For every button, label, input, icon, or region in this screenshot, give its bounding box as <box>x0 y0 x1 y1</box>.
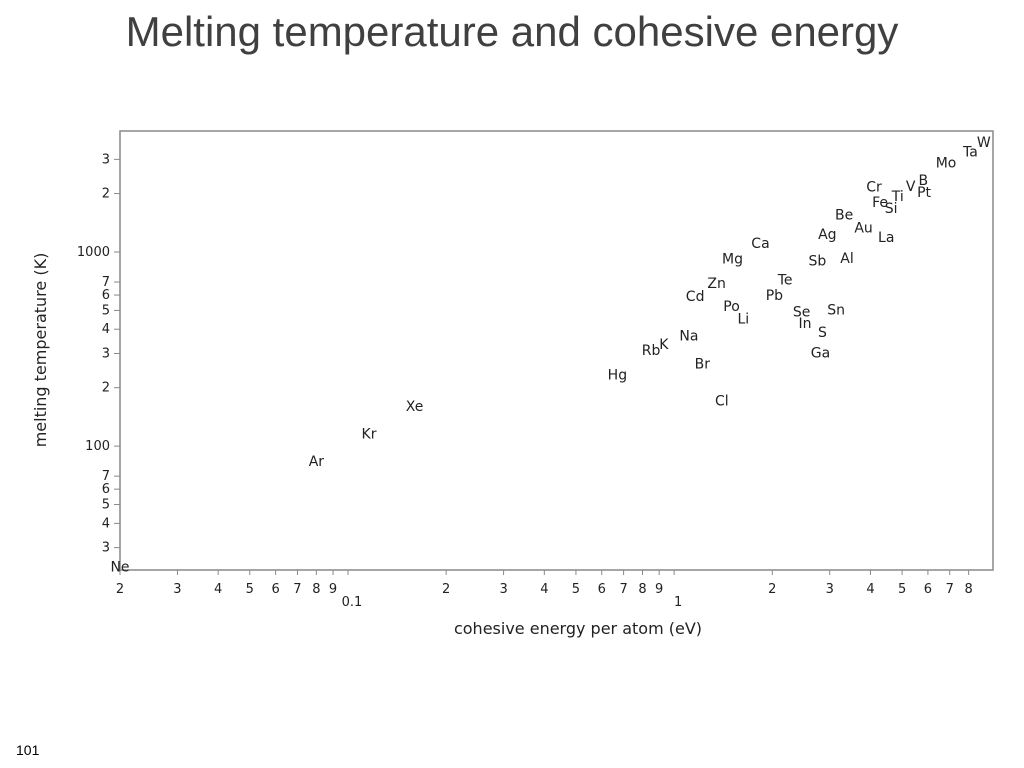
point-label-sb: Sb <box>809 253 827 269</box>
y-tick-label: 6 <box>102 288 110 303</box>
y-tick-label: 3 <box>102 346 110 361</box>
slide-title: Melting temperature and cohesive energy <box>125 8 899 55</box>
point-label-ga: Ga <box>811 346 830 362</box>
y-tick-label: 4 <box>102 516 110 531</box>
x-tick-label: 4 <box>866 582 874 597</box>
point-label-w: W <box>977 135 991 151</box>
point-label-ar: Ar <box>309 454 325 470</box>
point-label-mg: Mg <box>722 252 743 268</box>
x-tick-label: 5 <box>898 582 906 597</box>
point-label-in: In <box>799 316 812 332</box>
x-axis-label: cohesive energy per atom (eV) <box>454 619 702 638</box>
x-tick-label: 8 <box>965 582 973 597</box>
x-tick-label: 3 <box>826 582 834 597</box>
point-label-li: Li <box>737 312 749 328</box>
y-tick-label: 5 <box>102 303 110 318</box>
y-tick-label: 2 <box>102 381 110 396</box>
x-tick-label: 5 <box>572 582 580 597</box>
point-label-pt: Pt <box>917 185 931 201</box>
point-label-pb: Pb <box>766 288 783 304</box>
x-axis: 2 3 4 5 6 7 8 90.12 3 4 5 6 7 8 912 3 4 5 6 7 8 <box>116 570 973 610</box>
point-label-al: Al <box>840 251 853 267</box>
x-tick-label: 6 <box>271 582 279 597</box>
point-label-au: Au <box>854 220 872 236</box>
point-label-be: Be <box>835 207 853 223</box>
x-tick-label: 8 <box>312 582 320 597</box>
y-tick-label: 5 <box>102 498 110 513</box>
point-label-cr: Cr <box>866 179 882 195</box>
y-tick-label: 100 <box>85 439 110 454</box>
point-label-sn: Sn <box>827 303 845 319</box>
x-tick-label: 7 <box>946 582 954 597</box>
x-tick-label: 7 <box>619 582 627 597</box>
x-tick-label: 2 <box>116 582 124 597</box>
point-label-ca: Ca <box>751 236 769 252</box>
x-tick-label: 6 <box>924 582 932 597</box>
point-label-ne: Ne <box>110 559 129 575</box>
point-label-mo: Mo <box>936 155 957 171</box>
x-tick-label: 6 <box>598 582 606 597</box>
page-number: 101 <box>16 742 40 758</box>
plot-frame <box>119 130 994 571</box>
y-tick-label: 1000 <box>77 245 110 260</box>
x-tick-label: 9 <box>655 582 663 597</box>
x-tick-label: 2 <box>768 582 776 597</box>
x-tick-label: 3 <box>173 582 181 597</box>
point-label-cl: Cl <box>715 393 729 409</box>
x-tick-label: 4 <box>540 582 548 597</box>
x-tick-label: 3 <box>499 582 507 597</box>
point-label-ta: Ta <box>962 145 978 161</box>
y-axis-label: melting temperature (K) <box>31 253 50 448</box>
point-label-na: Na <box>679 329 698 345</box>
point-label-la: La <box>878 230 894 246</box>
point-label-po: Po <box>723 299 740 315</box>
x-tick-label: 0.1 <box>342 595 363 610</box>
point-label-hg: Hg <box>608 367 627 383</box>
point-label-k: K <box>659 337 669 353</box>
x-tick-label: 2 <box>442 582 450 597</box>
point-label-rb: Rb <box>642 343 661 359</box>
x-tick-label: 7 <box>293 582 301 597</box>
y-tick-label: 7 <box>102 275 110 290</box>
y-tick-label: 2 <box>102 187 110 202</box>
point-label-se: Se <box>793 304 811 320</box>
y-tick-label: 3 <box>102 152 110 167</box>
x-tick-label: 9 <box>329 582 337 597</box>
y-tick-label: 6 <box>102 482 110 497</box>
y-tick-label: 7 <box>102 469 110 484</box>
point-label-br: Br <box>695 357 711 373</box>
x-tick-label: 1 <box>674 595 682 610</box>
y-tick-label: 3 <box>102 541 110 556</box>
y-tick-label: 4 <box>102 322 110 337</box>
point-label-v: V <box>906 179 916 195</box>
x-tick-label: 8 <box>638 582 646 597</box>
point-label-cd: Cd <box>686 289 705 305</box>
x-tick-label: 4 <box>214 582 222 597</box>
point-label-b: B <box>919 173 929 189</box>
point-label-ag: Ag <box>818 227 836 243</box>
point-label-xe: Xe <box>406 399 424 415</box>
point-label-kr: Kr <box>362 427 377 443</box>
point-label-s: S <box>818 325 827 341</box>
point-label-te: Te <box>777 272 793 288</box>
point-label-si: Si <box>885 201 898 217</box>
point-label-fe: Fe <box>872 195 888 211</box>
x-tick-label: 5 <box>246 582 254 597</box>
point-label-ti: Ti <box>891 189 904 205</box>
point-label-zn: Zn <box>707 276 725 292</box>
